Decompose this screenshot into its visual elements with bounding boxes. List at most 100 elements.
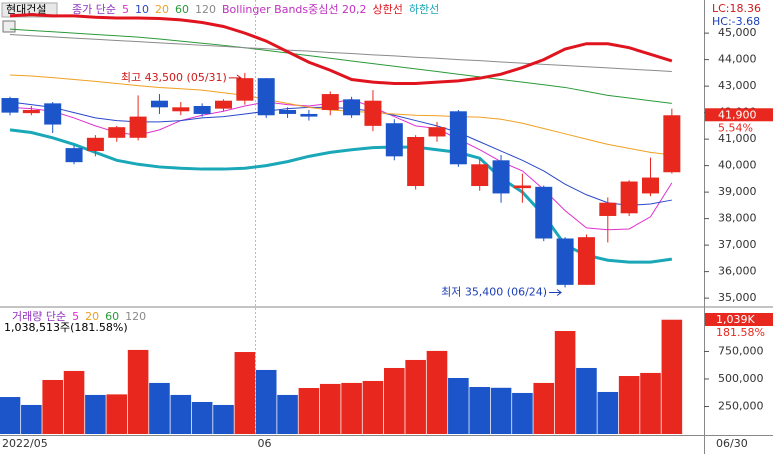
candle-body: [556, 238, 574, 285]
y-tick-label: 35,000: [718, 291, 757, 304]
last-change: 5.54%: [718, 121, 753, 134]
legend-item: 거래량 단순: [12, 310, 66, 323]
y-tick-label: 41,000: [718, 132, 757, 145]
volume-bar: [618, 376, 640, 434]
legend-item: 120: [195, 3, 216, 16]
volume-bar: [490, 387, 512, 434]
volume-bar: [384, 367, 405, 434]
volume-bar: [405, 359, 426, 434]
volume-bar: [127, 349, 149, 434]
volume-bar: [63, 370, 85, 434]
candle-body: [492, 160, 510, 194]
y-tick-label: 45,000: [718, 26, 757, 39]
indicator-line: [9, 101, 672, 206]
annotation-arrow: [549, 289, 562, 296]
legend-item: 60: [105, 310, 119, 323]
y-tick-label: 750,000: [718, 344, 764, 357]
legend-item: 60: [175, 3, 189, 16]
annotation: 최저 35,400 (06/24): [441, 286, 547, 299]
volume-bar: [191, 401, 213, 434]
chart-title: 현대건설: [6, 3, 46, 16]
candle-body: [471, 164, 489, 187]
annotation: 최고 43,500 (05/31): [121, 71, 227, 84]
volume-bar: [341, 382, 362, 434]
candle-body: [129, 116, 147, 138]
candle-body: [86, 137, 104, 152]
indicator-line: [9, 74, 672, 156]
candle-body: [300, 113, 318, 117]
last-volume-change: 181.58%: [716, 326, 765, 339]
y-tick-label: 38,000: [718, 212, 757, 225]
volume-summary: 1,038,513주(181.58%): [4, 321, 128, 334]
legend-item: 20: [155, 3, 169, 16]
indicator-line: [9, 28, 672, 104]
y-tick-label: 250,000: [718, 399, 764, 412]
legend-item: 종가 단순: [72, 3, 116, 16]
volume-bar: [426, 350, 448, 434]
y-tick-label: 40,000: [718, 159, 757, 172]
candle-body: [385, 123, 403, 157]
volume-bar: [277, 394, 298, 434]
annotation-arrow: [228, 74, 242, 82]
volume-bar: [255, 369, 277, 434]
last-volume-box: [705, 313, 773, 326]
candle-body: [642, 177, 659, 194]
y-tick-label: 43,000: [718, 79, 757, 92]
legend-item: 상한선: [373, 3, 403, 16]
candle-body: [44, 103, 62, 125]
y-tick-label: 44,000: [718, 53, 757, 66]
volume-bar: [0, 397, 21, 434]
volume-bar: [448, 377, 469, 434]
volume-bar: [213, 404, 234, 434]
legend-item: 5: [122, 3, 129, 16]
candle-body: [279, 109, 297, 114]
y-tick-label: 37,000: [718, 238, 757, 251]
candle-body: [577, 237, 595, 285]
volume-bar: [319, 383, 341, 434]
volume-bar: [106, 394, 128, 434]
indicator-line: [9, 33, 672, 73]
hc-label: HC:-3.68: [712, 15, 760, 28]
candle-body: [620, 181, 638, 214]
candle-body: [65, 148, 83, 163]
title-box: [1, 2, 58, 18]
legend-item: 120: [125, 310, 146, 323]
candle-body: [535, 186, 553, 239]
candle-body: [663, 115, 681, 173]
candle-body: [428, 127, 446, 137]
volume-bar: [597, 391, 619, 434]
candle-body: [215, 100, 232, 109]
volume-bar: [234, 352, 256, 434]
volume-bar: [170, 394, 192, 434]
x-tick-label: 2022/05: [2, 437, 48, 450]
volume-bar: [42, 379, 63, 434]
last-price-label: 41,900: [718, 108, 757, 121]
candle-body: [449, 111, 467, 165]
toolbar-icon[interactable]: [2, 20, 16, 33]
last-date: 06/30: [716, 437, 748, 450]
candle-body: [236, 78, 254, 101]
x-tick-label: 06: [258, 437, 272, 450]
volume-bar: [512, 392, 533, 434]
legend-item: Bollinger Bands중심선 20,2: [222, 3, 367, 16]
y-tick-label: 500,000: [718, 372, 764, 385]
volume-bar: [298, 388, 320, 434]
indicator-line: [9, 13, 673, 85]
candle-body: [364, 100, 382, 126]
last-volume-label: 1,039K: [716, 313, 755, 326]
volume-bar: [661, 319, 683, 434]
legend-item: 5: [72, 310, 79, 323]
volume-bar: [21, 404, 42, 434]
candle-body: [193, 105, 211, 114]
candle-body: [172, 107, 190, 112]
legend-item: 하한선: [409, 2, 439, 16]
candle-body: [407, 136, 425, 187]
legend-item: 10: [135, 3, 149, 16]
candle-body: [257, 78, 275, 116]
candle-body: [150, 100, 168, 108]
candle-body: [513, 185, 531, 189]
volume-bar: [362, 380, 384, 434]
volume-bar: [576, 367, 597, 434]
volume-bar: [85, 394, 106, 434]
